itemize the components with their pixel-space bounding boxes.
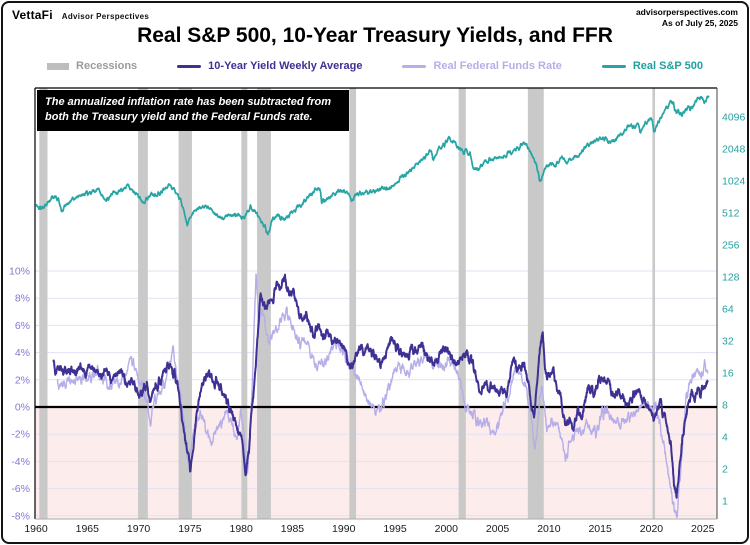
brand-subtitle: Advisor Perspectives — [61, 12, 150, 21]
svg-text:64: 64 — [722, 304, 734, 316]
svg-text:1024: 1024 — [722, 176, 746, 188]
legend-label: Real Federal Funds Rate — [433, 60, 562, 72]
legend-item-real-ffr: Real Federal Funds Rate — [402, 60, 562, 72]
svg-text:32: 32 — [722, 336, 734, 348]
legend: Recessions 10-Year Yield Weekly Average … — [0, 60, 750, 72]
line-swatch-icon — [402, 64, 427, 68]
svg-text:0%: 0% — [15, 402, 30, 414]
svg-text:10%: 10% — [9, 266, 30, 278]
svg-text:2010: 2010 — [537, 523, 561, 535]
svg-text:1960: 1960 — [24, 523, 48, 535]
vettafi-logo: VettaFi — [12, 8, 53, 22]
svg-text:-2%: -2% — [11, 429, 30, 441]
svg-text:6%: 6% — [15, 320, 30, 332]
brand-block: VettaFi Advisor Perspectives — [12, 8, 149, 22]
svg-text:2000: 2000 — [435, 523, 459, 535]
page-title: Real S&P 500, 10-Year Treasury Yields, a… — [137, 24, 613, 47]
svg-text:4%: 4% — [15, 347, 30, 359]
svg-text:128: 128 — [722, 272, 740, 284]
svg-text:1970: 1970 — [127, 523, 151, 535]
line-swatch-icon — [601, 64, 626, 68]
svg-text:1975: 1975 — [178, 523, 202, 535]
legend-item-recessions: Recessions — [47, 60, 137, 72]
svg-text:2015: 2015 — [588, 523, 612, 535]
annotation-line-2: both the Treasury yield and the Federal … — [45, 110, 313, 123]
svg-text:8%: 8% — [15, 293, 30, 305]
recession-swatch-icon — [47, 62, 70, 70]
svg-text:4: 4 — [722, 432, 728, 444]
svg-text:-6%: -6% — [11, 483, 30, 495]
svg-text:2020: 2020 — [640, 523, 664, 535]
svg-text:-4%: -4% — [11, 456, 30, 468]
svg-text:1985: 1985 — [281, 523, 305, 535]
svg-text:2025: 2025 — [691, 523, 715, 535]
annotation-box: The annualized inflation rate has been s… — [37, 90, 349, 131]
svg-text:2: 2 — [722, 464, 728, 476]
legend-item-10yr-yield: 10-Year Yield Weekly Average — [177, 60, 362, 72]
source-url: advisorperspectives.com — [635, 7, 738, 17]
svg-text:1990: 1990 — [332, 523, 356, 535]
svg-text:1: 1 — [722, 496, 728, 508]
svg-text:2048: 2048 — [722, 144, 746, 156]
svg-text:4096: 4096 — [722, 112, 746, 124]
svg-text:-8%: -8% — [11, 510, 30, 522]
legend-label: Real S&P 500 — [632, 60, 703, 72]
legend-label: 10-Year Yield Weekly Average — [208, 60, 363, 72]
legend-label: Recessions — [76, 60, 138, 72]
source-block: advisorperspectives.com As of July 25, 2… — [636, 7, 738, 30]
as-of-date: As of July 25, 2025 — [661, 18, 738, 29]
svg-text:256: 256 — [722, 240, 740, 252]
svg-text:2%: 2% — [15, 374, 30, 386]
svg-text:1965: 1965 — [76, 523, 100, 535]
svg-text:512: 512 — [722, 208, 740, 220]
svg-text:8: 8 — [722, 400, 728, 412]
line-swatch-icon — [177, 64, 202, 68]
svg-text:2005: 2005 — [486, 523, 510, 535]
legend-item-real-sp500: Real S&P 500 — [601, 60, 703, 72]
svg-text:16: 16 — [722, 368, 734, 380]
svg-text:1980: 1980 — [229, 523, 253, 535]
annotation-line-1: The annualized inflation rate has been s… — [45, 96, 332, 108]
svg-text:1995: 1995 — [383, 523, 407, 535]
